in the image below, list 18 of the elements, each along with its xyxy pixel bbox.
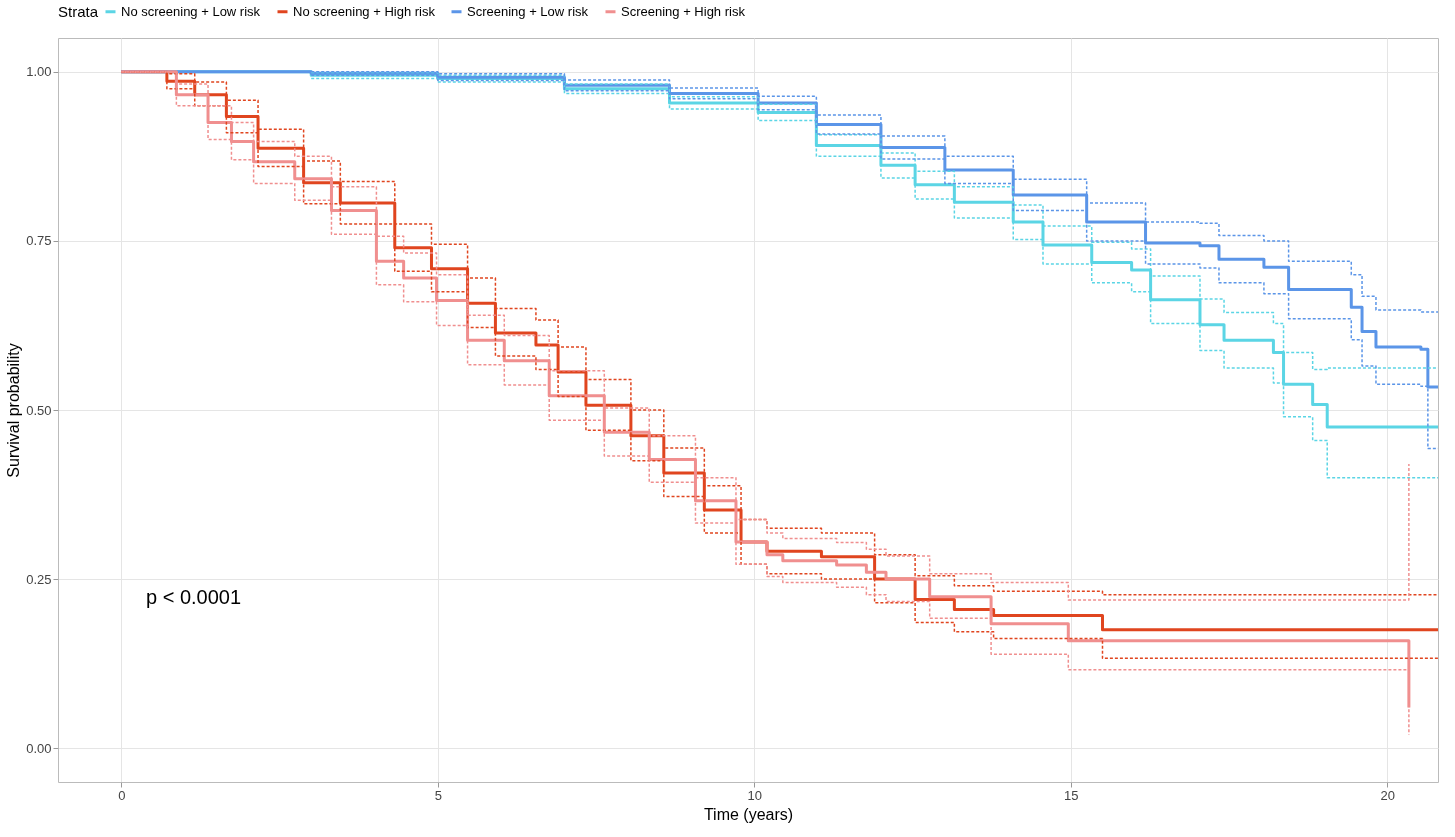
legend-label: Screening + High risk bbox=[621, 3, 746, 19]
legend-label: No screening + Low risk bbox=[121, 3, 261, 19]
x-tick-label: 0 bbox=[118, 787, 126, 803]
legend-title: Strata bbox=[58, 3, 99, 20]
y-axis-title: Survival probability bbox=[5, 343, 23, 478]
y-tick-label: 1.00 bbox=[26, 64, 52, 80]
y-tick-label: 0.50 bbox=[26, 402, 52, 418]
x-tick-label: 20 bbox=[1380, 787, 1396, 803]
y-tick-label: 0.00 bbox=[26, 740, 52, 756]
y-tick-label: 0.25 bbox=[26, 571, 52, 587]
y-tick-label: 0.75 bbox=[26, 233, 52, 249]
legend-label: Screening + Low risk bbox=[467, 3, 589, 19]
x-tick-label: 5 bbox=[434, 787, 442, 803]
legend-label: No screening + High risk bbox=[293, 3, 436, 19]
x-axis-title: Time (years) bbox=[703, 805, 794, 823]
x-tick-label: 10 bbox=[747, 787, 763, 803]
annotation: p < 0.0001 bbox=[146, 586, 242, 608]
x-tick-label: 15 bbox=[1064, 787, 1079, 803]
